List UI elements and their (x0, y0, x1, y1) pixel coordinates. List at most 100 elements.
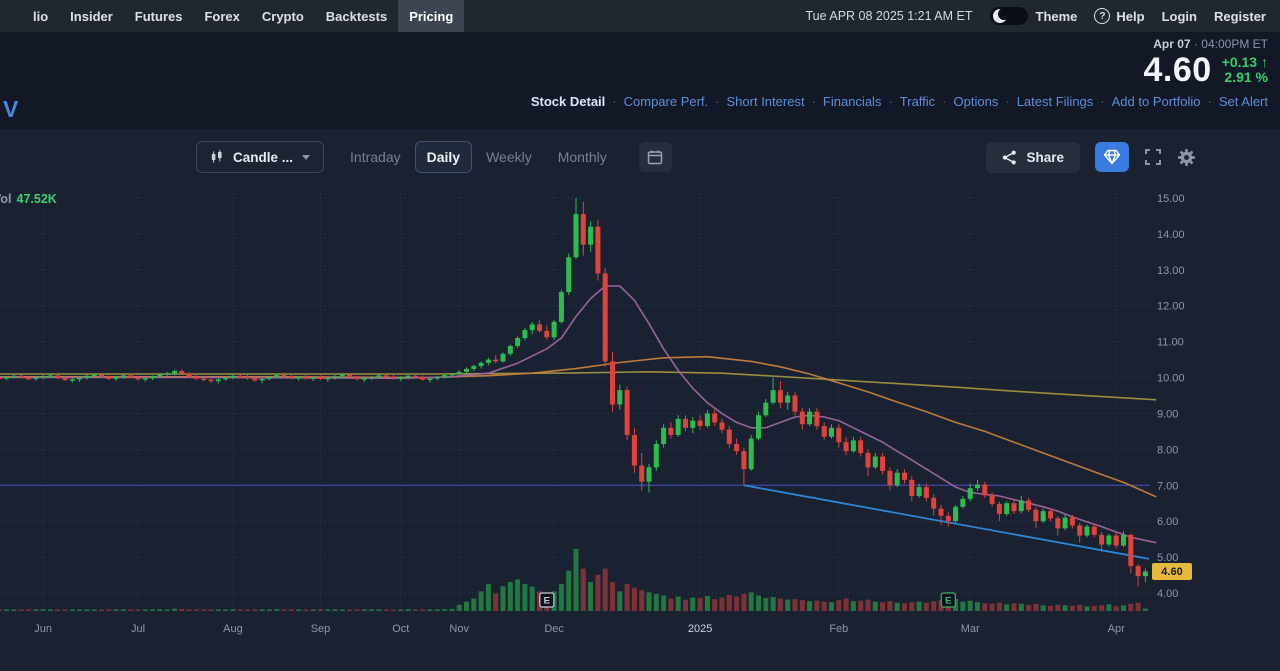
svg-text:Oct: Oct (392, 623, 409, 635)
chart-type-label: Candle ... (233, 150, 293, 165)
nav-item-futures[interactable]: Futures (124, 0, 194, 32)
svg-text:Jun: Jun (34, 623, 52, 635)
link-latest-filings[interactable]: Latest Filings (1017, 94, 1094, 109)
last-price: 4.60 (1143, 52, 1211, 88)
link-separator: · (1100, 94, 1104, 109)
share-label: Share (1026, 150, 1064, 165)
nav-item-backtests[interactable]: Backtests (315, 0, 398, 32)
chart-type-dropdown[interactable]: Candle ... (196, 141, 324, 173)
nav-item-forex[interactable]: Forex (193, 0, 250, 32)
volume-label-value: 47.52K (17, 192, 57, 206)
share-icon (1002, 150, 1017, 165)
question-icon: ? (1094, 8, 1110, 24)
volume-label: Vol 47.52K (0, 192, 57, 206)
link-separator: · (942, 94, 946, 109)
up-arrow-icon: ↑ (1261, 54, 1268, 70)
chevron-down-icon (302, 155, 310, 160)
svg-text:Aug: Aug (223, 623, 243, 635)
svg-text:12.00: 12.00 (1157, 301, 1185, 313)
svg-text:6.00: 6.00 (1157, 516, 1178, 528)
link-add-to-portfolio[interactable]: Add to Portfolio (1112, 94, 1201, 109)
price-change-percent: 2.91 % (1224, 70, 1268, 85)
link-separator: · (715, 94, 719, 109)
nav-item-pricing[interactable]: Pricing (398, 0, 464, 32)
svg-text:11.00: 11.00 (1157, 337, 1184, 349)
candlestick-icon (210, 149, 224, 165)
session-time: 04:00PM ET (1201, 37, 1268, 51)
nav-item-insider[interactable]: Insider (59, 0, 124, 32)
svg-text:8.00: 8.00 (1157, 444, 1178, 456)
chart-toolbar-right: Share (986, 142, 1196, 173)
top-nav: lio Insider Futures Forex Crypto Backtes… (0, 0, 1280, 32)
tab-daily[interactable]: Daily (415, 141, 472, 173)
volume-label-name: Vol (0, 192, 12, 206)
link-separator: · (612, 94, 616, 109)
link-short-interest[interactable]: Short Interest (727, 94, 805, 109)
svg-text:15.00: 15.00 (1157, 193, 1185, 205)
settings-button[interactable] (1177, 148, 1196, 167)
svg-text:Mar: Mar (961, 623, 980, 635)
svg-text:5.00: 5.00 (1157, 552, 1178, 564)
elite-button[interactable] (1095, 142, 1129, 172)
help-label: Help (1116, 9, 1144, 24)
svg-text:E: E (544, 596, 550, 607)
link-separator: · (888, 94, 892, 109)
link-traffic[interactable]: Traffic (900, 94, 935, 109)
link-separator: · (1005, 94, 1009, 109)
date-range-button[interactable] (639, 142, 672, 172)
top-nav-right: Tue APR 08 2025 1:21 AM ET Theme ? Help … (806, 0, 1280, 32)
link-compare-perf[interactable]: Compare Perf. (624, 94, 709, 109)
ticker-symbol: V (3, 96, 18, 123)
svg-text:Apr: Apr (1108, 623, 1125, 635)
svg-text:10.00: 10.00 (1157, 373, 1185, 385)
range-tabs: Intraday Daily Weekly Monthly (338, 141, 619, 173)
session-separator: · (1194, 37, 1198, 51)
link-set-alert[interactable]: Set Alert (1219, 94, 1268, 109)
session-info: Apr 07 · 04:00PM ET (531, 37, 1268, 51)
gem-icon (1103, 149, 1121, 165)
chart-toolbar: Candle ... Intraday Daily Weekly Monthly (0, 141, 1280, 173)
ticker-header: V Apr 07 · 04:00PM ET 4.60 +0.13 ↑ 2.91 … (0, 32, 1280, 130)
price-change-block: +0.13 ↑ 2.91 % (1222, 55, 1268, 85)
fullscreen-icon (1144, 148, 1162, 166)
svg-text:Nov: Nov (449, 623, 469, 635)
link-separator: · (1208, 94, 1212, 109)
link-financials[interactable]: Financials (823, 94, 882, 109)
current-datetime: Tue APR 08 2025 1:21 AM ET (806, 9, 973, 23)
detail-links: Stock Detail · Compare Perf. · Short Int… (531, 94, 1268, 109)
price-chart[interactable]: 4.00 5.00 6.00 7.00 8.00 9.00 10.00 11.00 12.00 1… (0, 131, 1280, 671)
svg-text:Sep: Sep (311, 623, 331, 635)
session-date: Apr 07 (1153, 37, 1190, 51)
nav-item-crypto[interactable]: Crypto (251, 0, 315, 32)
link-options[interactable]: Options (954, 94, 999, 109)
top-nav-left: lio Insider Futures Forex Crypto Backtes… (0, 0, 464, 32)
svg-text:E: E (945, 596, 951, 607)
tab-monthly[interactable]: Monthly (546, 141, 619, 173)
link-stock-detail[interactable]: Stock Detail (531, 94, 605, 109)
chart-panel: Candle ... Intraday Daily Weekly Monthly (0, 130, 1280, 671)
tab-intraday[interactable]: Intraday (338, 141, 413, 173)
svg-text:13.00: 13.00 (1157, 265, 1185, 277)
t​ab-weekly[interactable]: Weekly (474, 141, 544, 173)
chart-toolbar-left: Candle ... Intraday Daily Weekly Monthly (196, 141, 672, 173)
login-link[interactable]: Login (1162, 9, 1197, 24)
svg-text:9.00: 9.00 (1157, 408, 1178, 420)
svg-text:Jul: Jul (131, 623, 145, 635)
svg-text:2025: 2025 (688, 623, 712, 635)
share-button[interactable]: Share (986, 142, 1080, 173)
help-link[interactable]: ? Help (1094, 8, 1144, 24)
price-change: +0.13 ↑ (1222, 55, 1268, 70)
gear-icon (1177, 148, 1196, 167)
theme-label: Theme (1036, 9, 1078, 24)
theme-toggle[interactable]: Theme (990, 7, 1078, 25)
svg-text:4.60: 4.60 (1161, 566, 1182, 578)
fullscreen-button[interactable] (1144, 148, 1162, 166)
svg-text:4.00: 4.00 (1157, 588, 1178, 600)
svg-text:7.00: 7.00 (1157, 480, 1178, 492)
register-link[interactable]: Register (1214, 9, 1266, 24)
svg-text:Dec: Dec (544, 623, 564, 635)
svg-text:Feb: Feb (829, 623, 848, 635)
link-separator: · (812, 94, 816, 109)
nav-item-portfolio[interactable]: lio (22, 0, 59, 32)
moon-icon (990, 7, 1028, 25)
